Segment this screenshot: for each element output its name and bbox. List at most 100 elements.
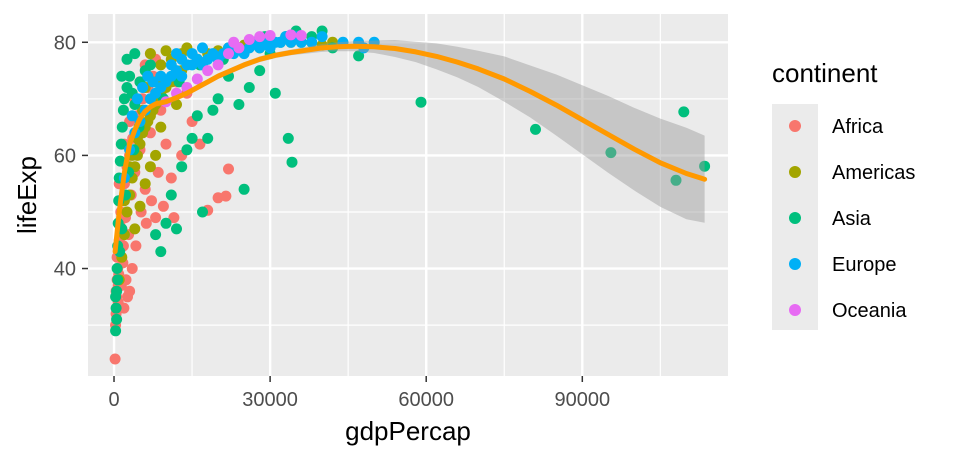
legend-key-europe: [789, 258, 801, 270]
data-point: [353, 50, 365, 62]
data-point: [212, 59, 224, 71]
data-point: [116, 121, 128, 133]
data-point: [285, 29, 297, 41]
data-point: [194, 138, 206, 150]
data-point: [186, 132, 198, 144]
data-point: [678, 106, 690, 118]
data-point: [165, 172, 177, 184]
data-point: [129, 223, 141, 235]
legend-entries: Africa Americas Asia Europe Oceania: [789, 116, 915, 322]
data-point: [212, 93, 224, 105]
data-point: [286, 156, 298, 168]
data-point: [124, 70, 136, 82]
data-point: [110, 325, 122, 337]
data-point: [243, 34, 255, 45]
legend-label-africa: Africa: [832, 116, 884, 138]
data-point: [191, 110, 203, 122]
legend-key-oceania: [789, 304, 801, 316]
data-point: [155, 59, 167, 71]
y-tick-label: 80: [54, 32, 76, 54]
minor-gridlines: [88, 14, 728, 376]
data-point: [122, 291, 133, 303]
data-point: [171, 223, 182, 235]
data-point: [223, 48, 234, 60]
data-point: [207, 104, 219, 116]
legend-key-africa: [789, 120, 801, 132]
x-tick-label: 60000: [398, 389, 454, 411]
data-point: [150, 212, 162, 224]
smooth-line-layer: [112, 43, 708, 255]
y-tick-label: 60: [54, 145, 76, 167]
data-point: [670, 174, 682, 186]
data-point: [110, 291, 122, 303]
data-point: [186, 48, 198, 60]
data-point: [306, 36, 318, 48]
data-point: [116, 70, 128, 82]
data-point: [197, 42, 208, 54]
data-point: [254, 65, 266, 77]
data-point: [118, 93, 130, 105]
data-point: [109, 353, 121, 365]
data-point: [111, 263, 123, 274]
y-axis-title: lifeExp: [12, 156, 42, 234]
data-point: [126, 263, 138, 274]
x-axis: 0 30000 60000 90000: [108, 376, 610, 411]
data-point: [146, 195, 157, 207]
data-point: [160, 138, 172, 150]
data-point: [415, 96, 427, 108]
data-point: [168, 212, 180, 224]
legend-label-americas: Americas: [832, 162, 915, 184]
data-point: [140, 217, 152, 229]
data-point: [530, 123, 541, 135]
data-point: [176, 70, 188, 82]
data-point: [605, 147, 617, 159]
data-point: [117, 104, 129, 116]
data-point: [121, 206, 133, 218]
data-point: [233, 42, 245, 54]
data-point: [160, 45, 172, 57]
legend-key-asia: [789, 212, 801, 224]
data-point: [238, 183, 250, 195]
y-tick-label: 40: [54, 259, 76, 281]
data-point: [114, 155, 126, 167]
x-tick-label: 0: [108, 389, 119, 411]
data-point: [112, 274, 124, 286]
data-point: [121, 53, 133, 65]
data-point: [134, 200, 146, 212]
data-point: [171, 48, 182, 60]
data-point: [131, 93, 143, 105]
major-gridlines: [88, 14, 728, 376]
data-point: [176, 161, 188, 173]
data-point: [155, 70, 167, 82]
data-point: [282, 132, 294, 144]
data-point: [223, 163, 234, 175]
data-point: [115, 138, 127, 150]
data-point: [264, 30, 276, 41]
data-point: [202, 65, 214, 77]
confidence-band: [115, 40, 705, 260]
data-point: [197, 206, 208, 218]
legend-key-americas: [789, 166, 801, 178]
x-tick-label: 30000: [242, 389, 298, 411]
data-point: [316, 31, 328, 43]
x-axis-title: gdpPercap: [345, 416, 471, 446]
y-axis: 40 60 80: [54, 32, 88, 281]
data-point: [155, 246, 167, 258]
data-point: [152, 166, 164, 178]
data-point: [111, 313, 123, 325]
data-point: [155, 121, 167, 133]
data-point: [243, 82, 255, 93]
legend-title: continent: [772, 58, 878, 88]
data-point: [126, 110, 138, 122]
data-point: [181, 144, 193, 156]
data-point: [144, 48, 156, 60]
confidence-band-layer: [115, 40, 705, 260]
data-point: [142, 70, 154, 82]
data-point: [191, 73, 203, 85]
data-point: [139, 178, 151, 190]
data-point: [171, 99, 182, 110]
data-point: [144, 161, 156, 173]
smooth-line: [112, 43, 708, 255]
data-point: [157, 200, 169, 212]
